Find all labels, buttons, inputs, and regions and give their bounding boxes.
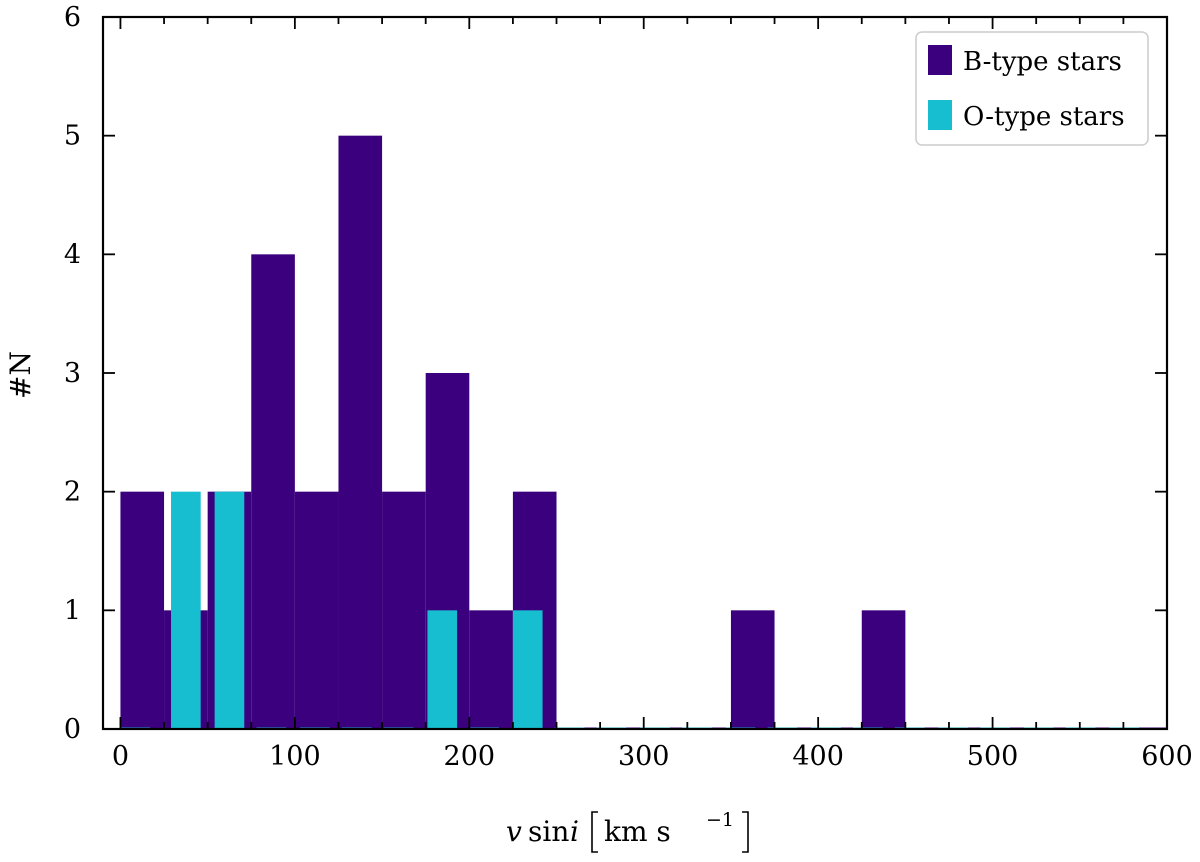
x-tick-label-100: 100 xyxy=(269,741,321,772)
y-tick-label-4: 4 xyxy=(64,239,81,270)
y-tick-label-2: 2 xyxy=(64,477,81,508)
bar-b-type-6 xyxy=(382,491,426,729)
x-axis-title-left-bracket xyxy=(591,811,598,853)
x-axis-title-exp: −1 xyxy=(706,809,734,831)
y-tick-label-6: 6 xyxy=(64,2,81,33)
y-tick-label-3: 3 xyxy=(64,358,81,389)
bar-o-type-2 xyxy=(214,491,245,729)
legend-swatch-o-type xyxy=(928,100,952,130)
bar-b-type-0 xyxy=(120,491,165,729)
legend-frame xyxy=(915,31,1149,146)
bar-b-type-4 xyxy=(294,491,339,729)
x-tick-label-600: 600 xyxy=(1141,741,1193,772)
bar-b-type-8 xyxy=(469,610,513,729)
x-tick-label-500: 500 xyxy=(967,741,1019,772)
x-axis-title-sub: i xyxy=(570,815,579,848)
x-axis-title: v sin i km s −1 xyxy=(506,809,749,853)
y-tick-label-1: 1 xyxy=(64,595,81,626)
legend: B-type stars O-type stars xyxy=(915,31,1149,146)
bar-b-type-5 xyxy=(338,135,383,729)
x-axis-title-fn: sin xyxy=(528,815,569,848)
b-type-bars xyxy=(120,135,1167,730)
x-tick-label-0: 0 xyxy=(112,741,129,772)
x-axis-title-var: v xyxy=(506,815,522,848)
legend-label-b-type: B-type stars xyxy=(963,47,1122,77)
bar-b-type-14 xyxy=(730,610,775,729)
bar-o-type-1 xyxy=(171,491,201,729)
bar-o-type-9 xyxy=(512,610,543,729)
bar-b-type-3 xyxy=(251,254,295,730)
legend-swatch-b-type xyxy=(928,45,952,75)
x-tick-label-400: 400 xyxy=(792,741,844,772)
x-axis-title-unit: km s xyxy=(604,815,671,848)
y-axis-title: #N xyxy=(4,351,37,399)
x-tick-label-200: 200 xyxy=(444,741,496,772)
y-tick-label-5: 5 xyxy=(64,121,81,152)
axes: 0 100 200 300 400 500 600 0 1 2 3 4 5 6 xyxy=(64,2,1193,772)
y-tick-label-0: 0 xyxy=(64,714,81,745)
x-tick-label-300: 300 xyxy=(618,741,670,772)
bar-o-type-7 xyxy=(427,610,458,729)
legend-label-o-type: O-type stars xyxy=(963,102,1125,132)
x-axis-title-right-bracket xyxy=(742,811,749,853)
bar-b-type-17 xyxy=(861,610,906,729)
